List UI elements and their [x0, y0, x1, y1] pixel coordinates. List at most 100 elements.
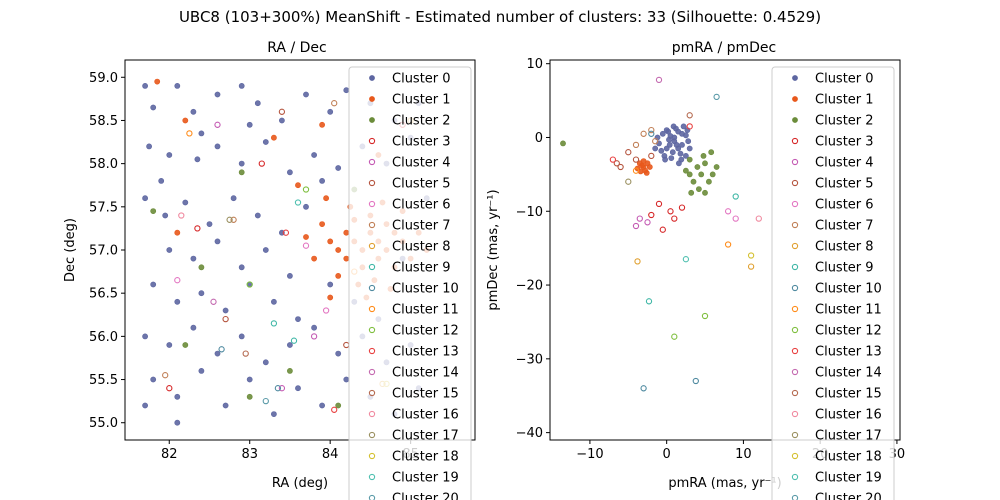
point-cluster-0: [198, 367, 205, 374]
point-cluster-10: [274, 385, 282, 392]
point-cluster-8: [747, 263, 755, 270]
legend-marker-cluster-2: [369, 117, 375, 123]
point-cluster-20: [262, 397, 269, 405]
point-cluster-1: [335, 272, 342, 279]
y-tick-label: 10: [526, 57, 543, 72]
legend-label-cluster-6: Cluster 6: [392, 198, 451, 213]
point-cluster-0: [303, 203, 309, 210]
legend-label-cluster-10: Cluster 10: [815, 282, 882, 297]
point-cluster-0: [311, 324, 317, 331]
point-cluster-0: [174, 419, 181, 426]
legend-label-cluster-17: Cluster 17: [815, 429, 882, 444]
point-cluster-2: [686, 171, 693, 178]
legend-label-cluster-18: Cluster 18: [392, 450, 459, 465]
y-tick-label: −30: [516, 352, 543, 367]
legend-marker-cluster-3: [791, 137, 799, 145]
point-cluster-16: [178, 212, 185, 219]
point-cluster-2: [690, 178, 697, 185]
panel-pm-legend: Cluster 0 Cluster 1 Cluster 2 Cluster 3 Clus…: [771, 66, 895, 500]
point-cluster-0: [222, 402, 229, 409]
legend-label-cluster-4: Cluster 4: [815, 156, 874, 171]
panel-ra-dec: RA / Dec 8283848555.055.556.056.557.057.…: [63, 40, 476, 500]
legend-marker-cluster-15: [368, 389, 376, 397]
point-cluster-0: [666, 136, 672, 143]
point-cluster-0: [327, 281, 334, 288]
point-cluster-0: [238, 83, 245, 89]
point-cluster-2: [560, 140, 566, 147]
point-cluster-0: [142, 83, 148, 89]
legend-label-cluster-8: Cluster 8: [392, 240, 451, 255]
point-cluster-0: [666, 141, 673, 148]
panel-ra-dec-xlabel: RA (deg): [272, 476, 328, 491]
legend-label-cluster-19: Cluster 19: [815, 471, 882, 486]
legend-marker-cluster-4: [368, 158, 376, 166]
point-cluster-1: [319, 221, 325, 227]
point-cluster-3: [166, 385, 173, 392]
point-cluster-11: [724, 241, 732, 248]
point-cluster-5: [632, 156, 640, 163]
point-cluster-13: [331, 406, 338, 413]
panel-pm-ylabel: pmDec (mas, yr⁻¹): [486, 189, 501, 310]
point-cluster-0: [319, 177, 325, 184]
figure-suptitle: UBC8 (103+300%) MeanShift - Estimated nu…: [179, 8, 821, 26]
point-cluster-0: [658, 147, 665, 154]
point-cluster-2: [238, 169, 245, 176]
point-cluster-7: [632, 141, 640, 149]
point-cluster-9: [270, 320, 278, 327]
point-cluster-12: [671, 333, 678, 340]
point-cluster-1: [327, 294, 334, 301]
legend-marker-cluster-1: [369, 96, 375, 102]
legend-label-cluster-11: Cluster 11: [815, 303, 882, 318]
point-cluster-5: [613, 160, 620, 167]
point-cluster-6: [302, 242, 310, 249]
point-cluster-1: [174, 229, 181, 236]
point-cluster-0: [673, 141, 680, 148]
legend-label-cluster-9: Cluster 9: [392, 261, 451, 276]
point-cluster-1: [643, 169, 650, 176]
legend-marker-cluster-7: [791, 221, 799, 229]
point-cluster-0: [190, 255, 197, 262]
point-cluster-1: [295, 182, 301, 189]
point-cluster-7: [648, 126, 655, 134]
point-cluster-0: [194, 156, 201, 163]
point-cluster-7: [230, 216, 237, 223]
point-cluster-1: [327, 238, 334, 245]
x-tick-label: 10: [735, 447, 752, 462]
point-cluster-0: [166, 342, 173, 348]
panel-ra-dec-title: RA / Dec: [267, 40, 326, 56]
point-cluster-2: [286, 367, 293, 374]
legend-label-cluster-15: Cluster 15: [392, 387, 459, 402]
legend-marker-cluster-12: [368, 326, 376, 334]
legend-label-cluster-0: Cluster 0: [815, 72, 874, 87]
point-cluster-1: [319, 121, 325, 128]
y-tick-label: 58.5: [89, 114, 118, 129]
point-cluster-2: [335, 402, 342, 409]
legend-label-cluster-11: Cluster 11: [392, 303, 459, 318]
point-cluster-0: [270, 298, 277, 305]
point-cluster-2: [700, 152, 707, 159]
point-cluster-0: [335, 165, 342, 171]
legend-marker-cluster-13: [368, 347, 376, 355]
point-cluster-4: [310, 333, 318, 340]
legend-box: [771, 66, 895, 500]
panel-pm-title: pmRA / pmDec: [672, 40, 777, 56]
point-cluster-0: [214, 238, 221, 245]
point-cluster-0: [150, 104, 157, 111]
point-cluster-0: [665, 128, 672, 135]
point-cluster-0: [214, 91, 221, 98]
point-cluster-9: [645, 298, 653, 305]
point-cluster-20: [713, 93, 720, 101]
point-cluster-0: [270, 411, 277, 417]
legend-marker-cluster-14: [368, 368, 376, 376]
point-cluster-0: [686, 145, 693, 152]
point-cluster-1: [182, 117, 189, 124]
legend-label-cluster-10: Cluster 10: [392, 282, 459, 297]
point-cluster-0: [158, 177, 165, 184]
point-cluster-0: [652, 145, 659, 152]
point-cluster-0: [676, 160, 682, 167]
legend-marker-cluster-4: [791, 158, 799, 166]
point-cluster-0: [198, 290, 205, 297]
point-cluster-0: [166, 152, 173, 158]
point-cluster-4: [632, 222, 640, 230]
legend-marker-cluster-2: [792, 117, 798, 123]
